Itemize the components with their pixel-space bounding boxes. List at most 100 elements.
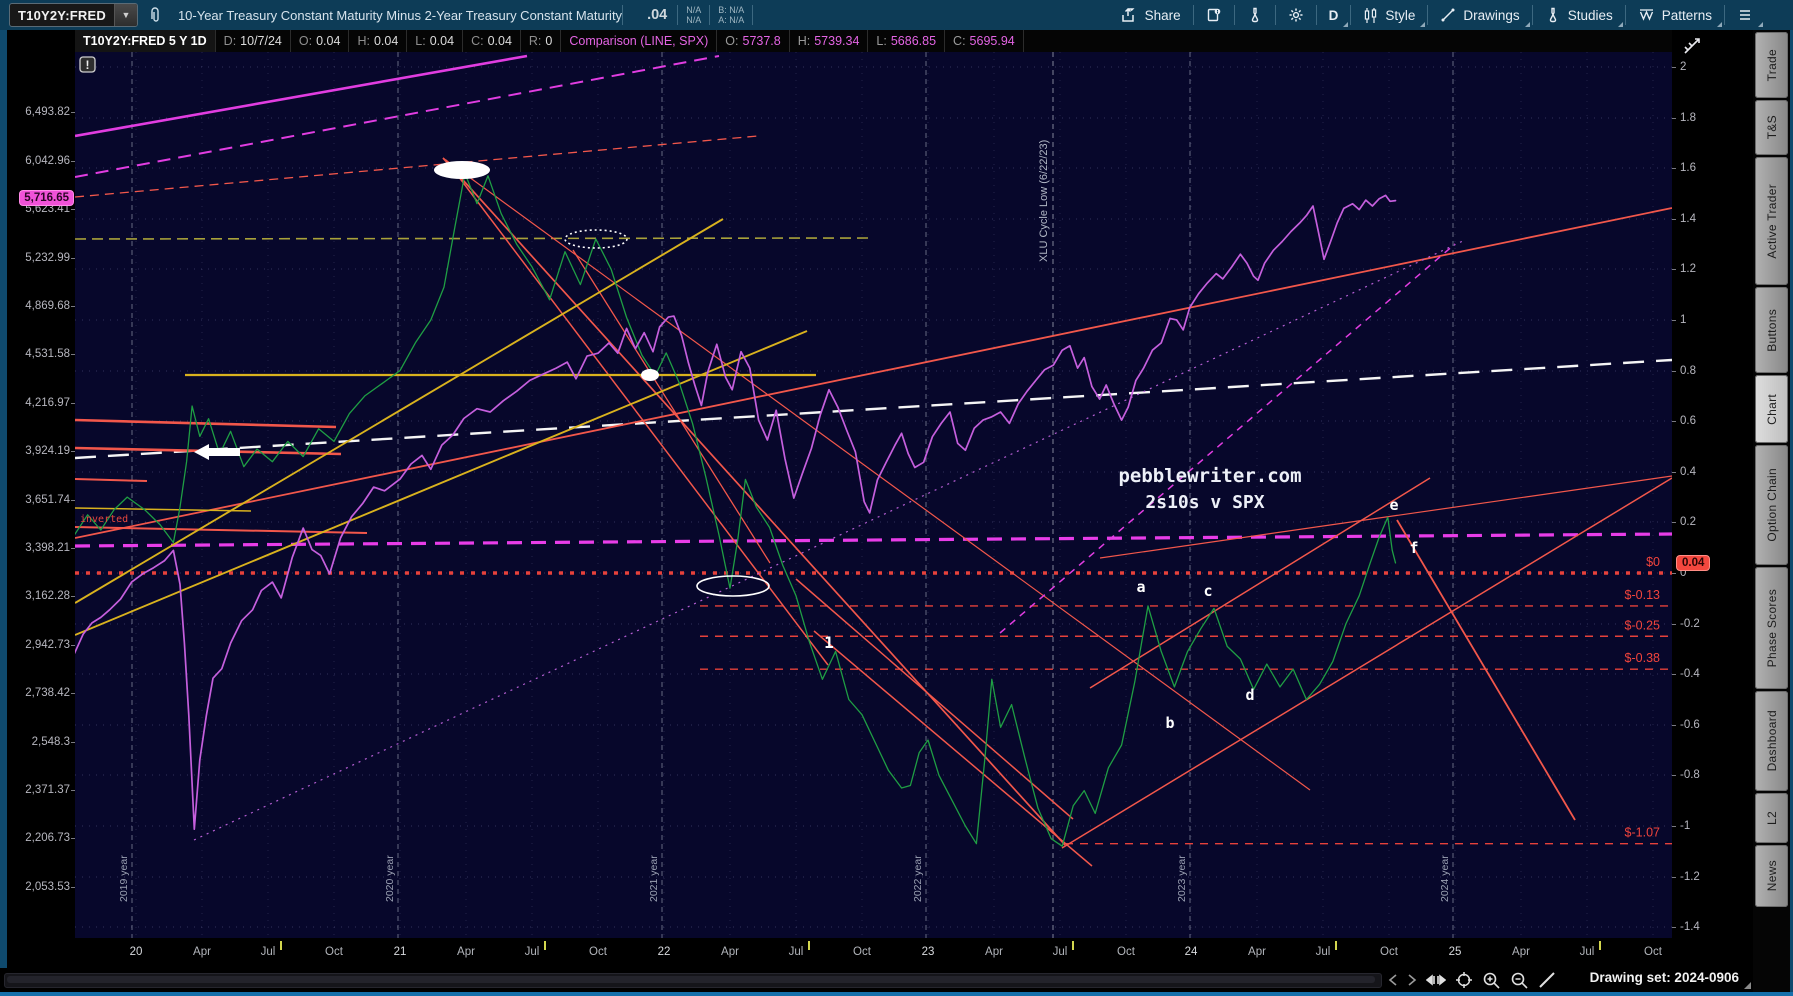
- value-axis-right[interactable]: 2 1.8 1.6 1.4 1.2 1 0.8 0.6 0.4 0.2 0 -0.2 -0.4 -0.6 -…: [1672, 30, 1753, 968]
- july-marker: [1335, 941, 1337, 950]
- time-axis-label: 23: [921, 946, 935, 958]
- chart-canvas[interactable]: 2019 year 2020 year 2021 year 2022 year 2023…: [75, 52, 1672, 938]
- level-label: $-0.38: [1625, 651, 1660, 665]
- trendline: [999, 243, 1456, 634]
- time-axis-label: Oct: [1380, 946, 1398, 958]
- highlight-ellipse: [564, 229, 628, 249]
- trendline: [1396, 519, 1576, 821]
- style-button[interactable]: Style: [1351, 0, 1427, 30]
- settings-button[interactable]: [1276, 0, 1316, 30]
- chart-describe-button[interactable]: [1194, 0, 1234, 30]
- ohlc-cell: H: 0.04: [349, 30, 408, 52]
- right-axis-label: 1.6: [1680, 162, 1696, 174]
- step-left-icon[interactable]: [1388, 974, 1398, 986]
- right-axis-tick: [1672, 624, 1676, 625]
- sidebar-tab-trade[interactable]: Trade: [1755, 32, 1788, 98]
- left-axis-tick: [71, 838, 75, 839]
- left-axis-tick: [71, 258, 75, 259]
- sidebar-tab-active-trader[interactable]: Active Trader: [1755, 157, 1788, 285]
- time-axis-label: Jul: [788, 946, 804, 958]
- patterns-button[interactable]: Patterns: [1626, 0, 1724, 30]
- zoom-in-icon[interactable]: [1482, 971, 1501, 990]
- chart-text: 1: [824, 633, 834, 652]
- price-axis-left[interactable]: 6,493.82 6,042.96 5,623.41 5,232.99 4,869.68…: [7, 30, 75, 968]
- time-axis-label: Apr: [457, 946, 475, 958]
- pan-horizontal-icon[interactable]: [1426, 972, 1446, 988]
- scale-settings-icon[interactable]: [1682, 36, 1702, 61]
- drawings-button[interactable]: Drawings: [1428, 0, 1531, 30]
- chart-text: e: [1389, 496, 1398, 514]
- trendline: [75, 207, 1672, 539]
- bottom-bar: Drawing set: 2024-0906: [0, 968, 1753, 992]
- sidebar-tab-buttons[interactable]: Buttons: [1755, 287, 1788, 373]
- left-axis-label: 6,042.96: [25, 155, 70, 167]
- time-axis-label: Jul: [1052, 946, 1068, 958]
- toolbar-separator: [752, 5, 754, 25]
- ohlc-cell: R: 0: [521, 30, 562, 52]
- timeframe-button[interactable]: D: [1317, 0, 1351, 30]
- right-axis-tick: [1672, 67, 1676, 68]
- time-axis[interactable]: 20 Apr Jul Oct 21 Apr Jul Oct 22 Apr Jul Oct 23 Apr Ju…: [7, 938, 1753, 968]
- toolbar-separator: [1274, 5, 1276, 25]
- left-axis-label: 2,942.73: [25, 639, 70, 651]
- chart-menu-button[interactable]: [1725, 0, 1765, 30]
- time-axis-label: Oct: [853, 946, 871, 958]
- time-scrollbar-thumb[interactable]: [7, 976, 1375, 983]
- bottom-controls: [1388, 969, 1556, 991]
- sidebar-tab-t-s[interactable]: T&S: [1755, 100, 1788, 155]
- last-value: .04: [647, 7, 668, 23]
- july-marker: [280, 941, 282, 950]
- sidebar-tab-news[interactable]: News: [1755, 845, 1788, 907]
- time-axis-label: 22: [657, 946, 671, 958]
- quick-study-button[interactable]: [1235, 0, 1275, 30]
- trendline: [795, 578, 1074, 820]
- zoom-out-icon[interactable]: [1510, 971, 1529, 990]
- sidebar-tab-option-chain[interactable]: Option Chain: [1755, 445, 1788, 565]
- time-axis-label: Oct: [589, 946, 607, 958]
- toolbar-separator: [1233, 5, 1235, 25]
- july-marker: [1599, 941, 1601, 950]
- step-right-icon[interactable]: [1407, 974, 1417, 986]
- toolbar-buttons: Share D: [1109, 0, 1765, 30]
- left-axis-label: 4,531.58: [25, 348, 70, 360]
- studies-button[interactable]: Studies: [1533, 0, 1625, 30]
- draw-line-icon[interactable]: [1538, 971, 1556, 989]
- share-button[interactable]: Share: [1109, 0, 1193, 30]
- left-axis-tick: [71, 548, 75, 549]
- crosshair-icon[interactable]: [1455, 971, 1473, 989]
- time-axis-label: 20: [129, 946, 143, 958]
- time-axis-label: Oct: [325, 946, 343, 958]
- symbol-input[interactable]: T10Y2Y:FRED ▼: [9, 3, 138, 27]
- right-axis-tick: [1672, 927, 1676, 928]
- sidebar-tab-label: Trade: [1764, 48, 1779, 82]
- drawing-set-selector[interactable]: Drawing set: 2024-0906: [1589, 970, 1739, 985]
- toolbar-separator: [1350, 5, 1352, 25]
- resize-grip[interactable]: [1744, 982, 1751, 989]
- highlight-ellipse: [641, 369, 659, 381]
- ohlc-cell: L: 0.04: [407, 30, 464, 52]
- toolbar-separator: [677, 5, 679, 25]
- symbol-dropdown[interactable]: ▼: [113, 4, 137, 26]
- toolbar-separator: [1427, 5, 1429, 25]
- sidebar-tab-phase-scores[interactable]: Phase Scores: [1755, 567, 1788, 689]
- link-chart-icon[interactable]: [148, 6, 162, 24]
- toolbar-separator: [622, 5, 624, 25]
- left-axis-label: 5,623.41: [25, 203, 70, 215]
- right-axis-label: 1.4: [1680, 213, 1696, 225]
- series-spx: [75, 194, 1397, 831]
- right-axis-tick: [1672, 371, 1676, 372]
- sidebar-tab-dashboard[interactable]: Dashboard: [1755, 691, 1788, 791]
- year-label: 2024 year: [1439, 855, 1451, 902]
- left-axis-tick: [71, 403, 75, 404]
- symbol-text[interactable]: T10Y2Y:FRED: [18, 7, 106, 23]
- time-axis-label: Oct: [1644, 946, 1662, 958]
- sidebar-tab-l2[interactable]: L2: [1755, 793, 1788, 843]
- right-axis-tick: [1672, 826, 1676, 827]
- sidebar-tab-chart[interactable]: Chart: [1755, 375, 1788, 443]
- right-axis-label: 1.8: [1680, 112, 1696, 124]
- time-scrollbar[interactable]: [4, 973, 1382, 988]
- trendline: [75, 330, 808, 636]
- style-label: Style: [1385, 7, 1416, 23]
- right-axis-label: 0.2: [1680, 516, 1696, 528]
- time-axis-label: Jul: [260, 946, 276, 958]
